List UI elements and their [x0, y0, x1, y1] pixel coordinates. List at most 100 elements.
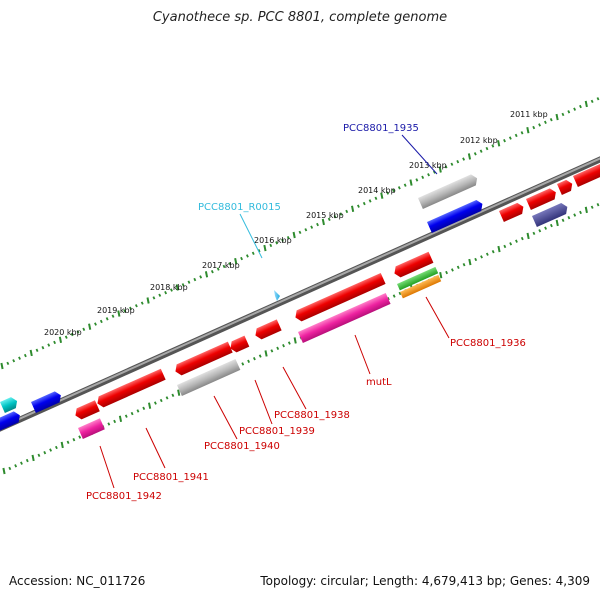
gene-cyan-left[interactable] — [0, 395, 19, 413]
outer-tick — [64, 335, 68, 339]
gene-red-forward-4[interactable] — [573, 158, 600, 187]
label-pcc8801-1935: PCC8801_1935 — [343, 123, 419, 134]
inner-tick — [491, 249, 495, 254]
inner-tick — [287, 341, 291, 345]
inner-tick — [567, 216, 571, 220]
outer-tick — [99, 319, 103, 324]
outer-tick — [555, 113, 559, 121]
gene-red-reverse-1[interactable] — [392, 251, 434, 279]
gene-red-reverse-3[interactable] — [173, 341, 233, 377]
inner-tick — [8, 466, 12, 471]
inner-tick — [148, 402, 152, 409]
outer-tick — [234, 258, 238, 265]
inner-tick — [538, 229, 542, 233]
inner-tick — [20, 461, 23, 465]
gene-red-forward-2[interactable] — [526, 187, 558, 210]
outer-tick — [111, 314, 115, 318]
leader-line-r0015 — [239, 213, 263, 259]
gene-pcc8801-1935[interactable] — [418, 173, 480, 209]
outer-tick — [117, 310, 121, 317]
inner-tick — [573, 213, 577, 217]
inner-tick — [107, 422, 111, 426]
outer-tick — [105, 317, 109, 321]
outer-tick — [357, 204, 360, 208]
gene-red-forward-1[interactable] — [499, 201, 526, 222]
gene-blue-forward-3[interactable] — [0, 410, 22, 433]
label-mutl: mutL — [366, 377, 392, 388]
gene-blue-forward-1[interactable] — [427, 198, 485, 233]
inner-tick — [60, 441, 64, 449]
outer-tick — [532, 125, 536, 130]
label-pcc8801-1941: PCC8801_1941 — [133, 472, 209, 483]
leader-line-1939 — [254, 379, 273, 425]
inner-tick — [439, 271, 443, 279]
outer-tick — [140, 301, 144, 305]
gene-navy-forward[interactable] — [532, 201, 570, 227]
outer-tick — [158, 293, 162, 297]
gene-red-reverse-2[interactable] — [293, 272, 386, 323]
inner-tick — [124, 414, 128, 418]
label-pcc8801-1936: PCC8801_1936 — [450, 338, 526, 349]
inner-tick — [526, 232, 530, 240]
gene-pcc8801-1936-green[interactable] — [397, 266, 439, 291]
inner-tick — [25, 458, 29, 463]
inner-tick — [549, 223, 553, 228]
inner-tick — [43, 451, 47, 455]
outer-tick — [187, 280, 191, 284]
gene-pcc8801-1942[interactable] — [78, 418, 105, 439]
gene-red-reverse-4[interactable] — [73, 400, 100, 421]
outer-tick — [333, 214, 337, 219]
inner-tick — [509, 242, 513, 246]
inner-tick — [392, 294, 396, 298]
outer-tick — [6, 361, 10, 366]
gene-pcc8801-1939[interactable] — [228, 335, 250, 354]
outer-tick — [228, 262, 232, 266]
inner-tick — [561, 218, 565, 222]
gene-pcc8801-1941[interactable] — [95, 368, 166, 409]
outer-tick — [403, 183, 407, 187]
inner-tick — [159, 398, 163, 403]
inner-tick — [113, 419, 117, 424]
outer-tick — [269, 243, 273, 248]
outer-tick — [146, 297, 150, 304]
gene-blue-forward-2[interactable] — [31, 390, 63, 413]
inner-tick — [450, 268, 454, 272]
outer-tick — [152, 296, 156, 300]
outer-tick — [164, 290, 168, 295]
outer-tick — [12, 359, 16, 363]
outer-tick — [310, 225, 314, 229]
inner-tick — [66, 440, 70, 444]
outer-tick — [210, 270, 214, 274]
inner-tick — [78, 435, 82, 439]
label-pcc8801-1939: PCC8801_1939 — [239, 426, 315, 437]
outer-tick — [438, 166, 442, 173]
gene-pcc8801-1936-orange[interactable] — [400, 274, 442, 299]
leader-line-1935 — [401, 134, 438, 175]
outer-tick — [473, 152, 477, 156]
inner-tick — [590, 205, 594, 209]
outer-tick — [76, 330, 80, 334]
outer-tick — [508, 136, 512, 140]
inner-tick — [532, 231, 536, 236]
outer-tick — [380, 192, 384, 199]
outer-tick — [415, 178, 419, 182]
inner-tick — [54, 445, 58, 450]
outer-tick — [222, 264, 226, 269]
outer-tick — [175, 284, 179, 291]
gene-mutl[interactable] — [298, 292, 391, 343]
outer-tick — [53, 340, 57, 345]
inner-tick — [555, 219, 559, 227]
inner-tick — [136, 409, 140, 413]
gene-pcc8801-1938[interactable] — [253, 319, 282, 341]
outer-tick — [94, 322, 97, 326]
gene-red-forward-3[interactable] — [557, 178, 575, 195]
leader-line-1936 — [425, 296, 450, 339]
outer-tick — [485, 146, 489, 151]
outer-tick — [397, 186, 401, 190]
gene-pcc8801-1940[interactable] — [177, 358, 241, 396]
leader-line-mutl — [354, 334, 371, 375]
outer-tick — [216, 267, 220, 271]
outer-tick — [170, 288, 173, 292]
outer-tick — [503, 138, 506, 143]
inner-tick — [584, 206, 588, 214]
